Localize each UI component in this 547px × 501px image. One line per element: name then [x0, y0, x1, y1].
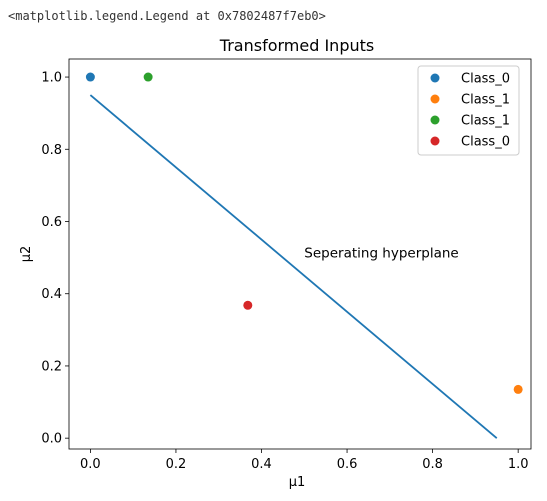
y-tick-label: 0.8 — [41, 143, 62, 158]
y-tick-label: 0.2 — [41, 359, 62, 374]
x-tick-label: 0.8 — [422, 457, 443, 472]
legend-label: Class_1 — [461, 114, 510, 129]
data-point — [143, 72, 153, 82]
x-tick-label: 0.6 — [337, 457, 358, 472]
x-tick-label: 0.2 — [166, 457, 187, 472]
legend-label: Class_0 — [461, 135, 510, 150]
y-axis-label: μ2 — [19, 246, 34, 263]
x-axis-ticks: 0.0 0.2 0.4 0.6 0.8 1.0 — [80, 449, 529, 472]
data-point — [513, 384, 523, 394]
legend-marker — [430, 94, 440, 104]
plot-lines — [89, 94, 498, 439]
plot-frame — [68, 58, 532, 450]
legend-box — [417, 65, 520, 156]
y-tick-label: 0.4 — [41, 287, 62, 302]
x-tick-label: 0.0 — [80, 457, 101, 472]
y-axis-ticks: 0.0 0.2 0.4 0.6 0.8 1.0 — [41, 71, 69, 447]
y-tick-label: 1.0 — [41, 71, 62, 86]
legend-marker — [430, 73, 440, 83]
legend-label: Class_0 — [461, 72, 510, 87]
hyperplane-line — [89, 94, 498, 439]
legend-marker — [430, 136, 440, 146]
chart-title: Transformed Inputs — [219, 36, 374, 55]
data-point — [243, 300, 253, 310]
plot-points — [85, 72, 523, 394]
legend: Class_0 Class_1 Class_1 Class_0 — [417, 65, 520, 156]
x-tick-label: 1.0 — [508, 457, 529, 472]
legend-label: Class_1 — [461, 93, 510, 108]
y-tick-label: 0.0 — [41, 432, 62, 447]
annotation-text: Seperating hyperplane — [304, 246, 458, 262]
data-point — [85, 72, 95, 82]
cell-output-text: <matplotlib.legend.Legend at 0x7802487f7… — [8, 9, 326, 23]
legend-marker — [430, 115, 440, 125]
x-tick-label: 0.4 — [251, 457, 272, 472]
y-tick-label: 0.6 — [41, 215, 62, 230]
x-axis-label: μ1 — [289, 475, 306, 490]
